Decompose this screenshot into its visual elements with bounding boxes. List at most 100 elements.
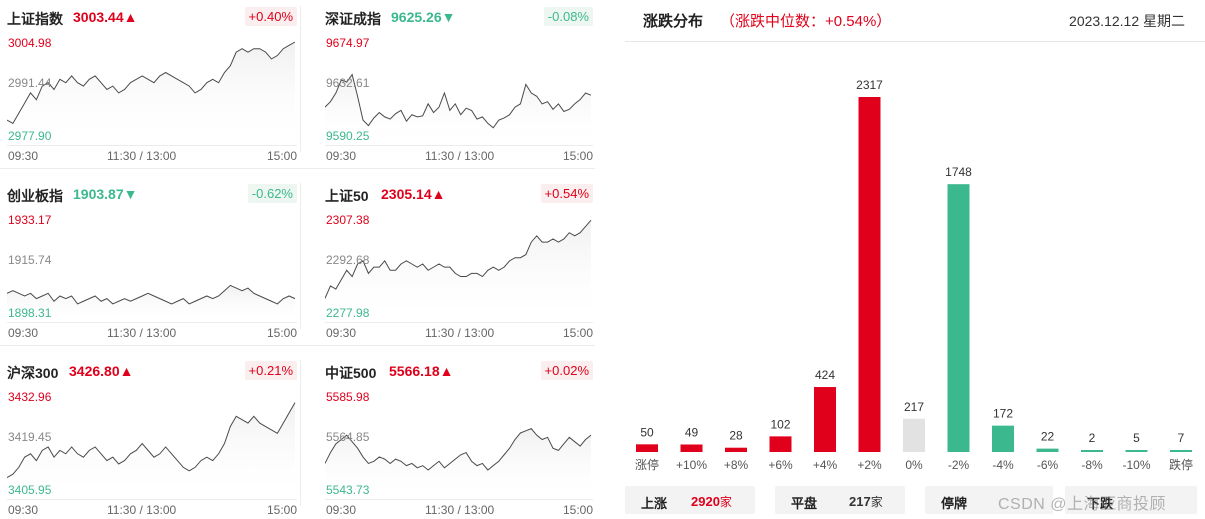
up-arrow-icon: ▲ bbox=[123, 9, 138, 25]
halt-label: 停牌 bbox=[941, 496, 968, 511]
panel-header: 深证成指 9625.26▼ -0.08% bbox=[325, 4, 593, 30]
time-mid: 11:30 / 13:00 bbox=[425, 149, 495, 163]
watermark: CSDN @上海亚商投顾 bbox=[998, 496, 1167, 513]
intraday-line-svg bbox=[325, 73, 592, 146]
mid-label: 2292.68 bbox=[326, 253, 370, 267]
time-axis: 09:30 11:30 / 13:00 15:00 bbox=[325, 326, 593, 342]
index-price: 5566.18▲ bbox=[389, 363, 454, 379]
time-open: 09:30 bbox=[326, 326, 357, 340]
bar-value-label: 7 bbox=[1178, 431, 1185, 445]
up-arrow-icon: ▲ bbox=[431, 186, 446, 202]
high-label: 9674.97 bbox=[326, 36, 370, 50]
intraday-area bbox=[325, 220, 591, 323]
index-panel-sse50[interactable]: 上证50 2305.14▲ +0.54% 2307.38 2292.68 227… bbox=[325, 181, 593, 351]
column-divider bbox=[300, 6, 301, 152]
index-panel-chinext[interactable]: 创业板指 1903.87▼ -0.62% 1933.17 1915.74 189… bbox=[7, 181, 297, 351]
intraday-chart: 3004.98 2991.44 2977.90 bbox=[7, 30, 297, 146]
low-label: 1898.31 bbox=[8, 306, 52, 320]
high-label: 3432.96 bbox=[8, 390, 52, 404]
bar-value-label: 2317 bbox=[856, 78, 883, 92]
time-mid: 11:30 / 13:00 bbox=[425, 503, 495, 517]
index-panel-csi300[interactable]: 沪深300 3426.80▲ +0.21% 3432.96 3419.45 34… bbox=[7, 358, 297, 519]
intraday-line bbox=[7, 41, 296, 125]
intraday-chart: 1933.17 1915.74 1898.31 bbox=[7, 207, 297, 323]
bar-6 bbox=[903, 418, 925, 452]
flat-count: 217家 bbox=[849, 494, 883, 509]
index-name: 中证500 bbox=[325, 365, 377, 381]
intraday-area bbox=[7, 285, 295, 323]
rise-fall-distribution: 涨跌分布 （涨跌中位数：+0.54%） 2023.12.12 星期二 50 涨停 4… bbox=[625, 0, 1205, 519]
rise-summary: 上涨 2920家 bbox=[625, 486, 755, 514]
intraday-line-svg bbox=[7, 402, 296, 500]
bar-category-label: 涨停 bbox=[635, 457, 659, 472]
rise-label: 上涨 bbox=[641, 496, 668, 511]
bar-value-label: 22 bbox=[1041, 430, 1055, 444]
time-close: 15:00 bbox=[266, 149, 297, 163]
intraday-area bbox=[7, 42, 295, 146]
time-mid: 11:30 / 13:00 bbox=[107, 326, 177, 340]
intraday-area bbox=[7, 402, 295, 500]
time-mid: 11:30 / 13:00 bbox=[425, 326, 495, 340]
index-panel-shenzhen[interactable]: 深证成指 9625.26▼ -0.08% 9674.97 9632.61 959… bbox=[325, 4, 593, 174]
index-panel-shanghai[interactable]: 上证指数 3003.44▲ +0.40% 3004.98 2991.44 297… bbox=[7, 4, 297, 174]
bar-10 bbox=[1081, 450, 1103, 452]
high-label: 5585.98 bbox=[326, 390, 370, 404]
index-name: 创业板指 bbox=[7, 188, 63, 204]
intraday-line-svg bbox=[325, 428, 592, 500]
index-panel-csi500[interactable]: 中证500 5566.18▲ +0.02% 5585.98 5564.85 55… bbox=[325, 358, 593, 519]
bar-category-label: +4% bbox=[813, 458, 838, 472]
fall-summary: 下跌 bbox=[1065, 486, 1197, 514]
time-close: 15:00 bbox=[266, 326, 297, 340]
time-axis: 09:30 11:30 / 13:00 15:00 bbox=[7, 503, 297, 519]
bar-1 bbox=[680, 444, 703, 452]
up-arrow-icon: ▲ bbox=[119, 363, 134, 379]
index-price: 2305.14▲ bbox=[381, 186, 446, 202]
down-arrow-icon: ▼ bbox=[441, 9, 456, 25]
bar-4 bbox=[814, 387, 836, 452]
high-label: 3004.98 bbox=[8, 36, 52, 50]
bar-category-label: -8% bbox=[1081, 458, 1103, 472]
change-badge: -0.08% bbox=[543, 7, 593, 26]
bar-category-label: -4% bbox=[992, 458, 1014, 472]
row-divider bbox=[0, 345, 595, 346]
time-axis: 09:30 11:30 / 13:00 15:00 bbox=[325, 503, 593, 519]
change-badge: +0.21% bbox=[244, 361, 297, 380]
change-badge: +0.40% bbox=[244, 7, 297, 26]
bar-2 bbox=[725, 447, 747, 452]
distribution-bar-chart: 50 涨停 49 +10% 28 +8% 102 +6% 424 +4% 2317 +2% 217 0% 1… bbox=[635, 78, 1193, 472]
bar-value-label: 217 bbox=[904, 400, 924, 414]
time-axis: 09:30 11:30 / 13:00 15:00 bbox=[325, 149, 593, 165]
bar-12 bbox=[1170, 450, 1192, 452]
mid-label: 3419.45 bbox=[8, 430, 52, 444]
mid-label: 1915.74 bbox=[8, 253, 52, 267]
intraday-line bbox=[7, 402, 296, 479]
up-arrow-icon: ▲ bbox=[439, 363, 454, 379]
row-divider bbox=[0, 168, 595, 169]
bar-category-label: +8% bbox=[724, 458, 749, 472]
time-close: 15:00 bbox=[562, 326, 593, 340]
intraday-chart: 2307.38 2292.68 2277.98 bbox=[325, 207, 593, 323]
bar-value-label: 1748 bbox=[945, 165, 972, 179]
panel-header: 上证50 2305.14▲ +0.54% bbox=[325, 181, 593, 207]
low-label: 3405.95 bbox=[8, 483, 52, 497]
mid-label: 9632.61 bbox=[326, 76, 370, 90]
panel-header: 上证指数 3003.44▲ +0.40% bbox=[7, 4, 297, 30]
median-change-label: （涨跌中位数：+0.54%） bbox=[720, 13, 892, 30]
intraday-line-svg bbox=[7, 41, 296, 146]
flat-summary: 平盘 217家 bbox=[775, 486, 905, 514]
distribution-title: 涨跌分布 bbox=[643, 13, 704, 30]
high-label: 2307.38 bbox=[326, 213, 370, 227]
bar-value-label: 50 bbox=[640, 425, 654, 439]
index-name: 深证成指 bbox=[325, 11, 381, 27]
bar-value-label: 28 bbox=[729, 429, 743, 443]
bar-9 bbox=[1036, 448, 1059, 452]
change-badge: +0.54% bbox=[540, 184, 593, 203]
intraday-line bbox=[7, 284, 296, 305]
trade-date: 2023.12.12 星期二 bbox=[1069, 13, 1185, 29]
bar-value-label: 2 bbox=[1089, 431, 1096, 445]
distribution-header: 涨跌分布 （涨跌中位数：+0.54%） 2023.12.12 星期二 bbox=[625, 0, 1205, 42]
bar-category-label: +6% bbox=[768, 458, 793, 472]
low-label: 9590.25 bbox=[326, 129, 370, 143]
intraday-line bbox=[325, 73, 592, 129]
time-open: 09:30 bbox=[326, 149, 357, 163]
